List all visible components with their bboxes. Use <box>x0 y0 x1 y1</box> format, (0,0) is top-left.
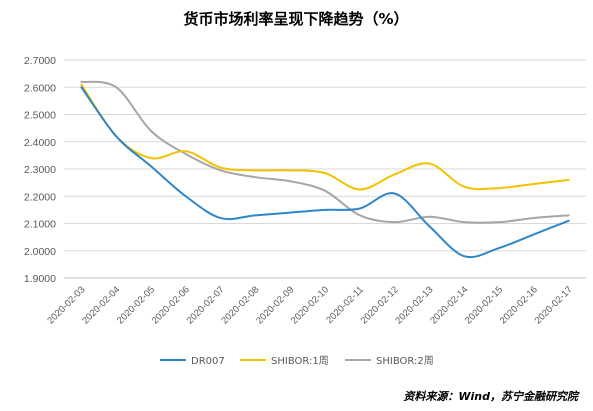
y-tick-label: 2.3000 <box>24 164 56 176</box>
y-tick-label: 2.7000 <box>24 55 56 67</box>
gridlines <box>64 59 586 252</box>
dr007-line <box>80 86 570 259</box>
x-tick-label: 2020-02-10 <box>289 284 331 326</box>
y-tick-label: 2.2000 <box>24 191 56 203</box>
y-tick-label: 2.6000 <box>24 82 56 94</box>
y-tick-label: 2.5000 <box>24 110 56 122</box>
y-axis: 1.9000 2.0000 2.1000 2.2000 2.3000 2.4000 2.50… <box>24 55 56 285</box>
plot-area <box>80 80 570 259</box>
x-axis: 2020-02-032020-02-042020-02-052020-02-06… <box>45 284 574 326</box>
x-tick-label: 2020-02-17 <box>533 284 575 326</box>
legend-label: SHIBOR:2周 <box>376 355 434 367</box>
chart-title: 货币市场利率呈现下降趋势（%） <box>183 10 408 28</box>
legend-label: DR007 <box>191 356 225 367</box>
source-note: 资料来源：Wind，苏宁金融研究院 <box>403 390 580 403</box>
y-tick-label: 2.0000 <box>24 246 56 258</box>
shibor-2w-line <box>80 80 570 224</box>
shibor-1w-line <box>80 83 570 191</box>
y-tick-label: 2.4000 <box>24 137 56 149</box>
y-tick-label: 1.9000 <box>24 273 56 285</box>
legend: DR007 SHIBOR:1周 SHIBOR:2周 <box>160 355 434 367</box>
legend-label: SHIBOR:1周 <box>271 355 329 367</box>
y-tick-label: 2.1000 <box>24 219 56 231</box>
